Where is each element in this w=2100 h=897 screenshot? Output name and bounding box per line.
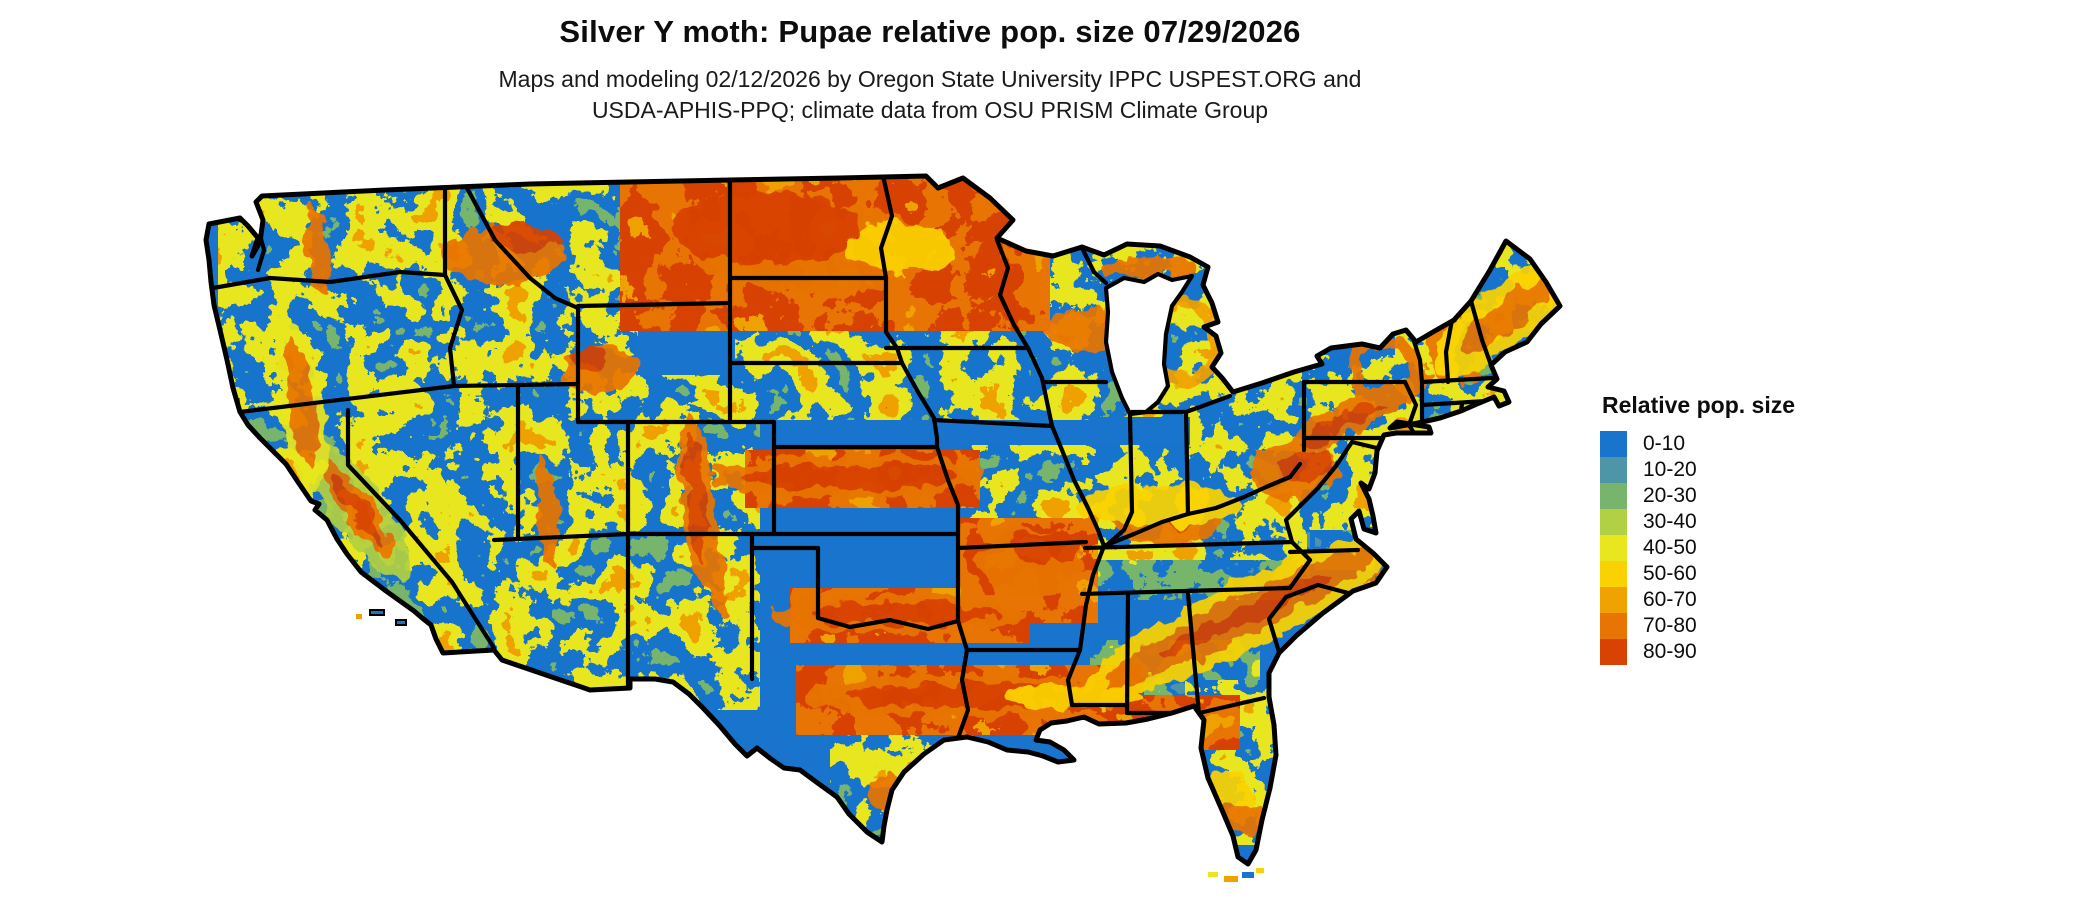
page-title: Silver Y moth: Pupae relative pop. size … xyxy=(559,14,1301,49)
subtitle-line-2: USDA-APHIS-PPQ; climate data from OSU PR… xyxy=(591,97,1269,124)
state-borders xyxy=(210,177,1495,741)
legend-swatch-50-60 xyxy=(1600,561,1627,587)
legend-swatch-80-90 xyxy=(1600,639,1627,665)
legend: Relative pop. size 0-10 10-20 20-30 30-4… xyxy=(1600,392,1795,665)
heat-accent-cores xyxy=(277,192,1560,836)
legend-swatch-20-30 xyxy=(1600,483,1627,509)
legend-label: 20-30 xyxy=(1643,484,1697,507)
legend-label: 30-40 xyxy=(1643,510,1697,533)
legend-row: 40-50 xyxy=(1600,535,1795,561)
subtitle: Maps and modeling 02/12/2026 by Oregon S… xyxy=(0,64,1860,126)
legend-label: 40-50 xyxy=(1643,536,1697,559)
legend-label: 60-70 xyxy=(1643,588,1697,611)
legend-title: Relative pop. size xyxy=(1602,392,1796,418)
legend-label: 10-20 xyxy=(1643,458,1697,481)
legend-swatch-30-40 xyxy=(1600,509,1627,535)
lake-michigan xyxy=(1103,271,1195,417)
conus-map-svg xyxy=(200,120,1590,882)
legend-row: 50-60 xyxy=(1600,561,1795,587)
legend-label: 80-90 xyxy=(1643,640,1697,663)
legend-swatch-10-20 xyxy=(1600,457,1627,483)
legend-label: 70-80 xyxy=(1643,614,1697,637)
legend-swatch-40-50 xyxy=(1600,535,1627,561)
florida-keys xyxy=(1208,868,1264,882)
legend-swatch-0-10 xyxy=(1600,431,1627,457)
legend-row: 60-70 xyxy=(1600,587,1795,613)
legend-row: 20-30 xyxy=(1600,483,1795,509)
legend-row: 10-20 xyxy=(1600,457,1795,483)
heat-raster-layer xyxy=(218,176,1560,845)
legend-swatch-70-80 xyxy=(1600,613,1627,639)
chart-header: Silver Y moth: Pupae relative pop. size … xyxy=(0,14,1860,126)
us-heatmap xyxy=(200,120,1590,892)
legend-row: 70-80 xyxy=(1600,613,1795,639)
legend-row: 30-40 xyxy=(1600,509,1795,535)
legend-row: 0-10 xyxy=(1600,431,1795,457)
legend-label: 50-60 xyxy=(1643,562,1697,585)
legend-label: 0-10 xyxy=(1643,432,1686,455)
channel-islands xyxy=(356,609,407,626)
subtitle-line-1: Maps and modeling 02/12/2026 by Oregon S… xyxy=(498,66,1362,92)
legend-row: 80-90 xyxy=(1600,639,1795,665)
legend-swatch-60-70 xyxy=(1600,587,1627,613)
